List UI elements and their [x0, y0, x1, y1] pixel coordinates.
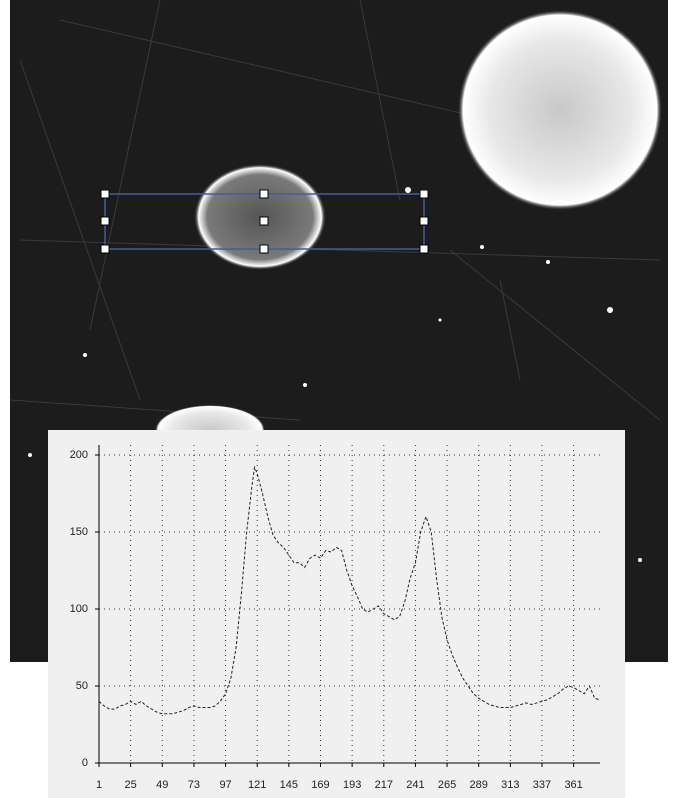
- x-tick-label: 337: [533, 779, 551, 791]
- x-tick-label: 49: [156, 779, 168, 791]
- x-tick-label: 25: [125, 779, 137, 791]
- x-tick-label: 1: [96, 779, 102, 791]
- profile-line: [98, 465, 601, 715]
- x-tick-label: 169: [311, 779, 329, 791]
- x-tick-label: 73: [188, 779, 200, 791]
- selection-box[interactable]: [100, 189, 429, 254]
- x-tick-label: 265: [438, 779, 456, 791]
- y-tick-label: 100: [70, 603, 88, 615]
- x-tick-label: 121: [248, 779, 266, 791]
- y-tick-label: 150: [70, 526, 88, 538]
- x-tick-label: 361: [564, 779, 582, 791]
- y-tick-label: 0: [82, 757, 88, 769]
- x-tick-label: 193: [343, 779, 361, 791]
- x-tick-label: 97: [219, 779, 231, 791]
- x-tick-label: 241: [406, 779, 424, 791]
- x-tick-label: 289: [470, 779, 488, 791]
- x-tick-label: 313: [501, 779, 519, 791]
- profile-panel: [48, 430, 625, 798]
- y-tick-label: 50: [76, 680, 88, 692]
- x-tick-label: 217: [375, 779, 393, 791]
- y-tick-label: 200: [70, 449, 88, 461]
- x-tick-label: 145: [280, 779, 298, 791]
